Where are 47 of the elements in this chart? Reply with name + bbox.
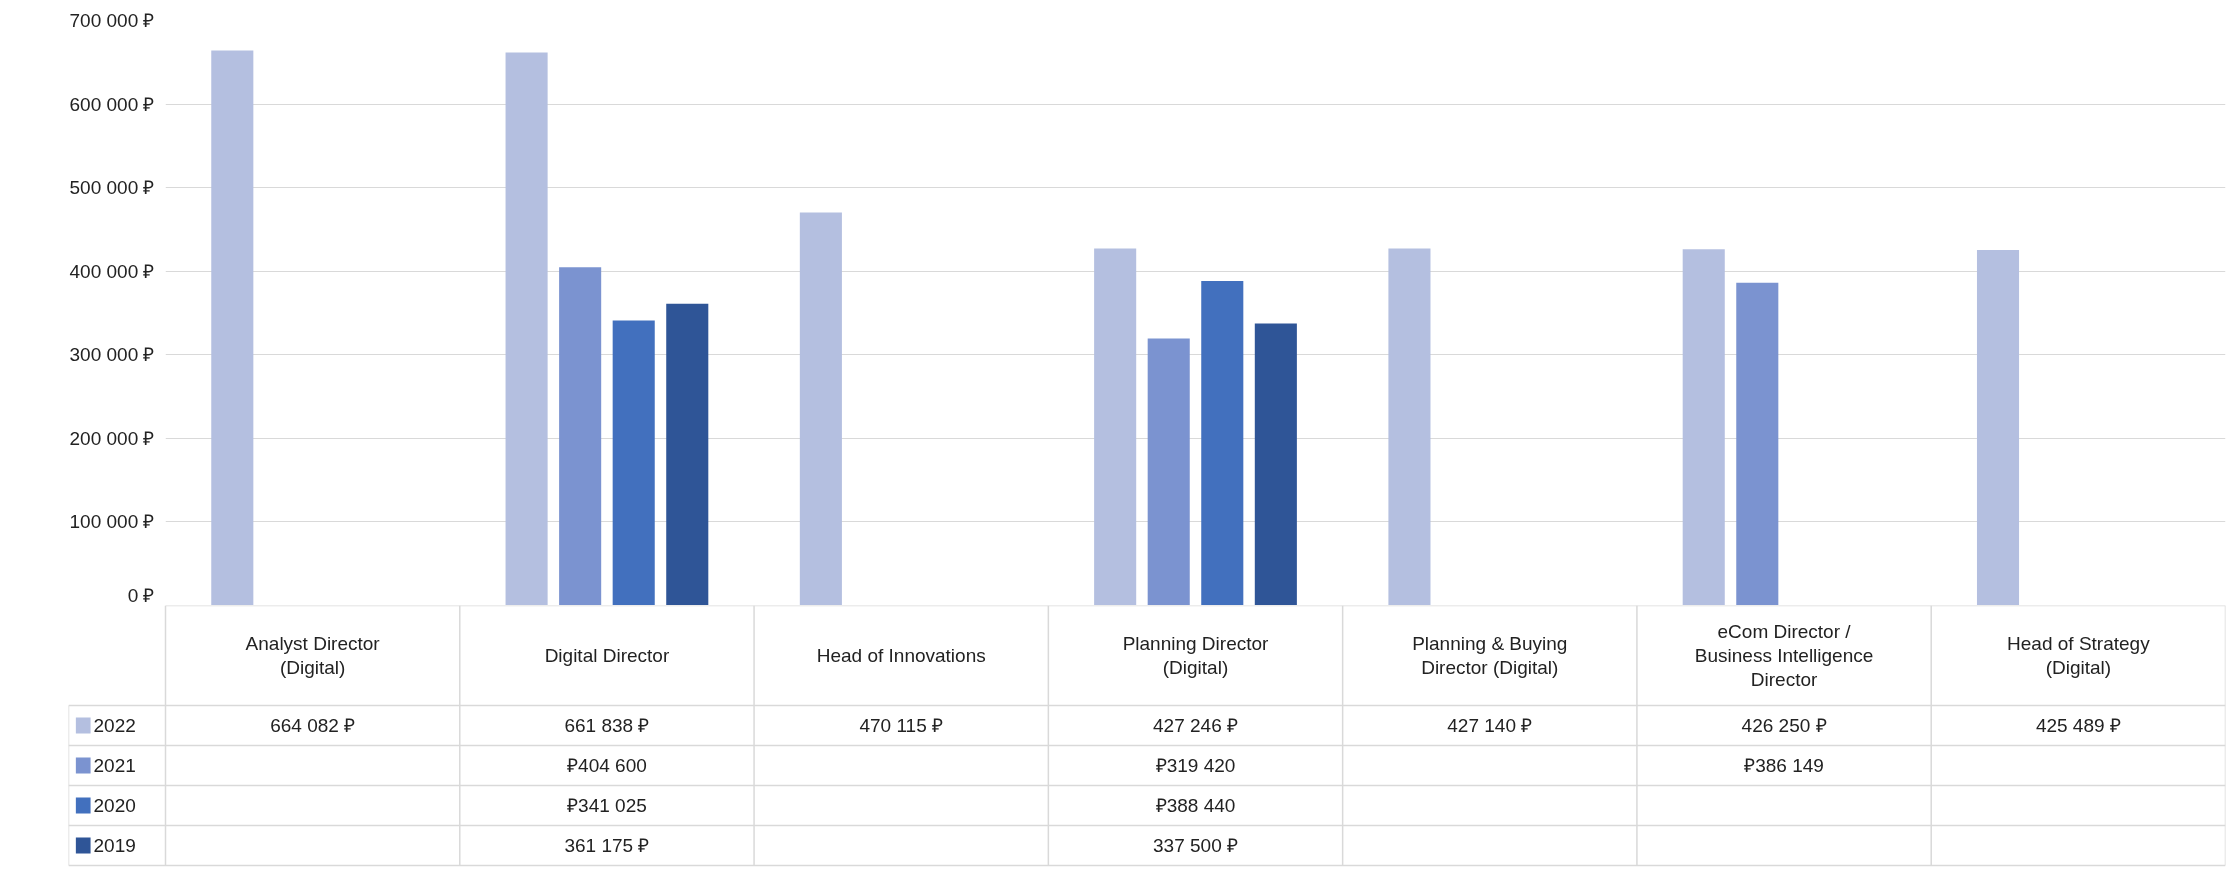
bar: [1147, 338, 1190, 605]
bar: [799, 212, 842, 605]
data-label: 337 500 ₽: [1153, 835, 1238, 856]
legend-label: 2021: [93, 755, 136, 776]
bar: [505, 52, 548, 605]
data-label: 427 140 ₽: [1447, 715, 1533, 736]
y-tick-label: 700 000 ₽: [69, 10, 155, 31]
data-label: 426 250 ₽: [1741, 715, 1827, 736]
bar: [559, 267, 602, 605]
y-tick-label: 500 000 ₽: [69, 177, 155, 199]
data-label: 361 175 ₽: [564, 835, 650, 856]
y-tick-label: 400 000 ₽: [69, 260, 155, 282]
x-tick-label: Analyst Director (Digital): [245, 632, 381, 679]
y-tick-label: 100 000 ₽: [69, 511, 155, 533]
bar: [1976, 249, 2020, 605]
x-tick-label: Head of Innovations: [816, 645, 986, 666]
x-tick-label: Head of Strategy (Digital): [2007, 632, 2151, 679]
data-label: 470 115 ₽: [859, 715, 943, 736]
y-tick-label: 300 000 ₽: [69, 344, 155, 366]
bar: [1201, 280, 1244, 605]
legend-label: 2019: [93, 835, 136, 856]
data-label: ₽388 440: [1155, 795, 1236, 816]
data-label: 425 489 ₽: [2035, 715, 2121, 736]
bar: [1736, 282, 1779, 605]
y-tick-label: 600 000 ₽: [69, 93, 155, 115]
x-tick-label: eCom Director / Business Intelligence Director: [1694, 620, 1874, 691]
y-tick-label: 0 ₽: [127, 584, 155, 606]
x-tick-label: Digital Director: [544, 645, 670, 666]
x-tick-label: Planning & Buying Director (Digital): [1412, 632, 1568, 679]
bar: [1094, 248, 1137, 605]
data-label: ₽319 420: [1155, 755, 1236, 776]
bar: [1682, 249, 1725, 605]
data-label: 427 246 ₽: [1153, 715, 1238, 736]
legend-label: 2020: [93, 795, 136, 816]
x-tick-label: Planning Director (Digital): [1122, 632, 1270, 679]
data-label: 664 082 ₽: [270, 715, 356, 736]
data-label: ₽341 025: [567, 795, 647, 816]
bar: [666, 303, 709, 605]
y-tick-label: 200 000 ₽: [69, 427, 155, 449]
data-label: ₽404 600: [567, 755, 647, 776]
data-label: 661 838 ₽: [564, 715, 650, 736]
data-label: ₽386 149: [1744, 755, 1824, 776]
bar: [1254, 323, 1297, 605]
bar: [612, 320, 655, 605]
legend-label: 2022: [93, 715, 136, 736]
bar: [211, 50, 254, 605]
bar: [1388, 248, 1431, 605]
